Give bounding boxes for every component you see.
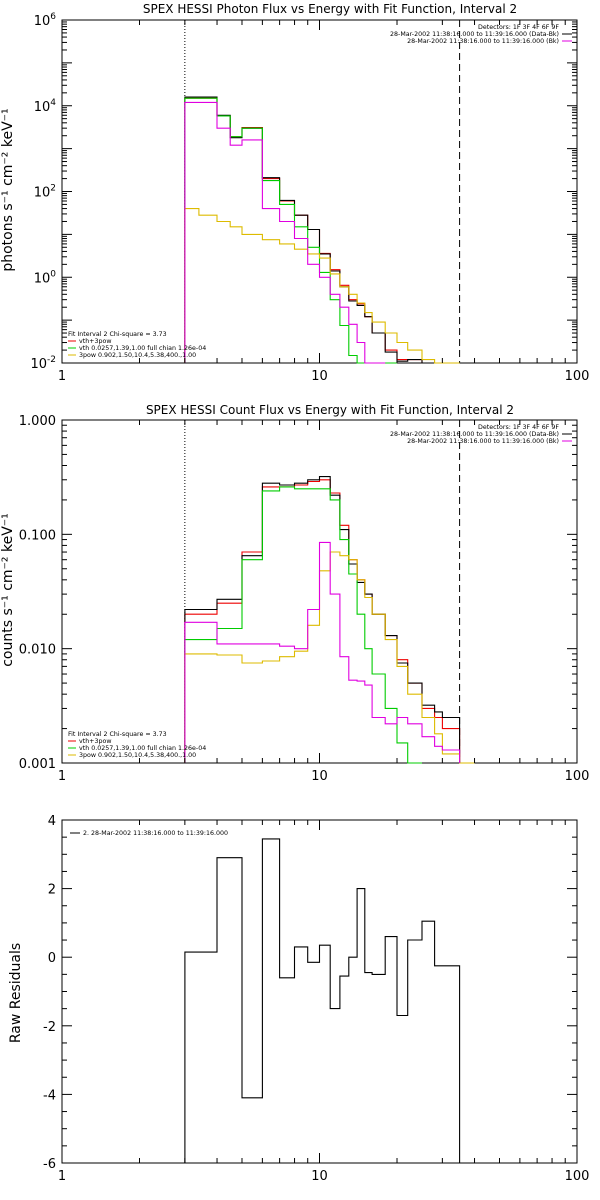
panel2-x-tick-label: 100 (565, 769, 590, 784)
panel2-legend-text: 3pow 0.902,1.50,10.4,5.38,400.,1.00 (79, 752, 196, 759)
panel3-y-tick-label: -2 (43, 1020, 56, 1035)
panel1-legend-text: Detectors: 1F 3F 4F 6F 9F (478, 24, 559, 31)
panel3-x-tick-label: 100 (565, 1169, 590, 1184)
panel1-series-data (184, 96, 435, 364)
panel2-legend-text: 28-Mar-2002 11:38:16.000 to 11:39:16.000… (390, 431, 559, 438)
panel1-y-tick-label: 100 (34, 269, 57, 286)
panel-photon-flux: SPEX HESSI Photon Flux vs Energy with Fi… (0, 2, 589, 384)
panel3-y-tick-label: -6 (43, 1157, 56, 1172)
panel3-y-axis-label: Raw Residuals (8, 943, 24, 1043)
panel3-y-tick-label: 2 (48, 883, 56, 898)
panel2-x-tick-label: 1 (58, 769, 66, 784)
panel3-plot-frame (61, 819, 578, 1164)
panel1-y-tick-label: 10-2 (30, 355, 56, 372)
panel2-legend-text: Fit Interval 2 Chi-square = 3.73 (68, 731, 167, 738)
y-tick-base: 10 (34, 100, 51, 115)
panel1-legend-text: vth 0.0257,1.39,1.00 full chian 1.26e-04 (79, 345, 206, 352)
panel1-x-tick-label: 100 (565, 369, 590, 384)
y-tick-base: 10 (30, 357, 47, 372)
panel2-legend-text: Detectors: 1F 3F 4F 6F 9F (478, 424, 559, 431)
y-tick-exponent: 2 (50, 184, 56, 194)
panel1-series-3pow (184, 208, 460, 364)
panel3-x-tick-label: 10 (311, 1169, 328, 1184)
panel1-legend-text: 28-Mar-2002 11:38:16.000 to 11:39:16.000… (407, 38, 559, 45)
panel2-y-tick-label: 0.001 (19, 757, 56, 772)
panel2-y-tick-label: 0.010 (19, 643, 56, 658)
panel-count-flux: SPEX HESSI Count Flux vs Energy with Fit… (0, 403, 589, 784)
panel1-legend-text: 3pow 0.902,1.50,10.4,5.38,400.,1.00 (79, 352, 196, 359)
panel1-legend-text: Fit Interval 2 Chi-square = 3.73 (68, 331, 167, 338)
panel2-series-vth (184, 486, 422, 764)
panel3-y-tick-label: 4 (48, 814, 56, 829)
panel1-y-tick-label: 104 (34, 98, 57, 115)
panel1-series-vth-3pow (184, 97, 435, 364)
panel3-y-tick-label: -4 (43, 1088, 56, 1103)
y-tick-base: 10 (34, 14, 51, 29)
panel1-title: SPEX HESSI Photon Flux vs Energy with Fi… (143, 2, 517, 16)
panel2-y-tick-label: 1.000 (19, 414, 56, 429)
panel2-y-axis-label: counts s⁻¹ cm⁻² keV⁻¹ (0, 513, 16, 667)
panel3-legend-text: 2. 28-Mar-2002 11:38:16.000 to 11:39:16.… (83, 830, 228, 837)
y-tick-exponent: 6 (50, 12, 56, 22)
panel2-y-tick-label: 0.100 (19, 528, 56, 543)
panel2-x-tick-label: 10 (311, 769, 328, 784)
panel-residuals: Raw Residuals 1 10 100 4 2 0 -2 -4 -6 2. 28-Mar-… (8, 814, 589, 1184)
panel1-y-tick-label: 106 (34, 12, 57, 29)
panel1-series-background (184, 101, 386, 364)
panel3-y-tick-label: 0 (48, 951, 56, 966)
panel1-series-vth (184, 97, 397, 364)
panel2-series-3pow (184, 551, 475, 764)
panel1-y-tick-label: 102 (34, 184, 56, 201)
panel3-series-residuals (184, 838, 461, 1163)
panel2-series-vth-3pow (184, 479, 461, 763)
y-tick-base: 10 (34, 186, 51, 201)
panel2-series-data (184, 476, 461, 763)
panel1-legend-text: vth+3pow (79, 338, 111, 345)
panel1-plot-frame (61, 19, 578, 364)
panel2-series-background (184, 541, 461, 763)
y-tick-exponent: 4 (50, 98, 56, 108)
panel1-legend-text: 28-Mar-2002 11:38:16.000 to 11:39:16.000… (390, 31, 559, 38)
y-tick-exponent: -2 (47, 355, 56, 365)
panel1-x-tick-label: 1 (58, 369, 66, 384)
panel1-x-tick-label: 10 (311, 369, 328, 384)
panel1-y-axis-label: photons s⁻¹ cm⁻² keV⁻¹ (0, 108, 16, 271)
panel2-legend-text: 28-Mar-2002 11:38:16.000 to 11:39:16.000… (407, 438, 559, 445)
panel3-x-tick-label: 1 (58, 1169, 66, 1184)
y-tick-base: 10 (34, 271, 51, 286)
panel2-legend-text: vth 0.0257,1.39,1.00 full chian 1.26e-04 (79, 745, 206, 752)
y-tick-exponent: 0 (50, 269, 56, 279)
panel2-legend-text: vth+3pow (79, 738, 111, 745)
panel2-title: SPEX HESSI Count Flux vs Energy with Fit… (146, 403, 514, 417)
